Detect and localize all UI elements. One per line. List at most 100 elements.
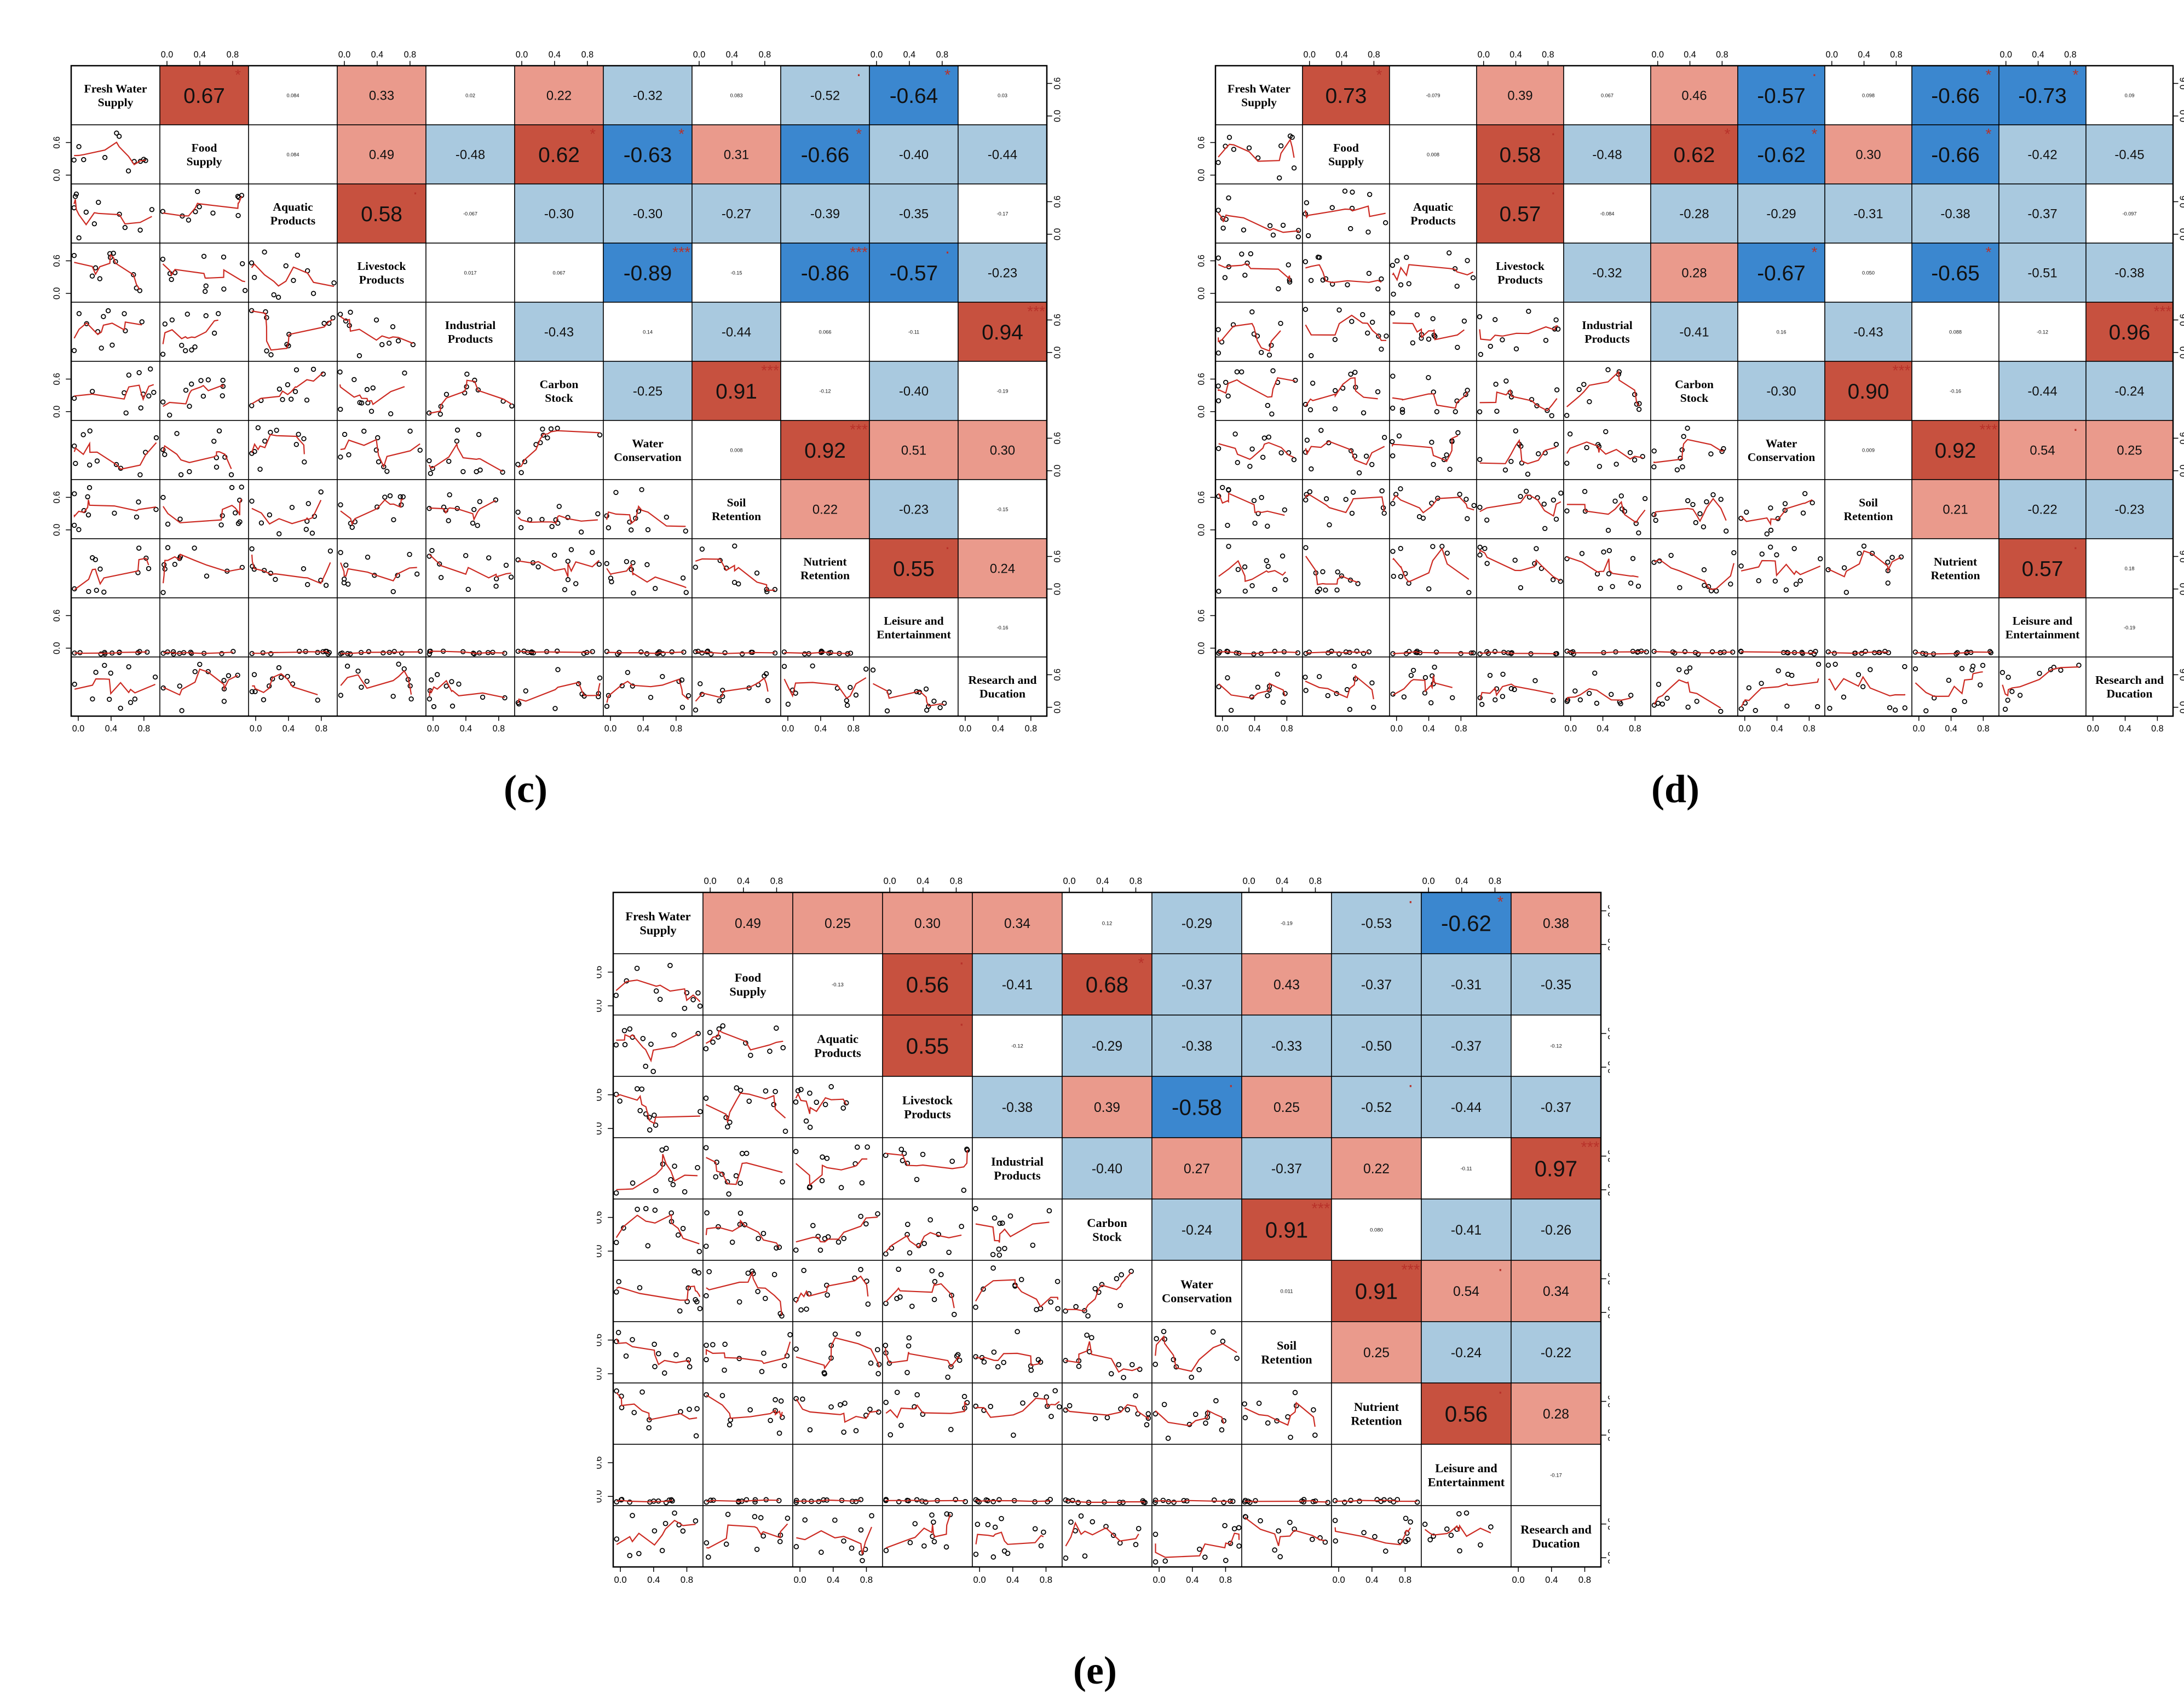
- scatter-point: [1116, 1362, 1122, 1368]
- scatter-point: [762, 1295, 768, 1301]
- scatter-point: [1365, 229, 1371, 235]
- scatter-point: [137, 288, 143, 293]
- corr-cell: -0.40: [1062, 1137, 1152, 1200]
- diag-cell: [248, 183, 338, 244]
- corr-cell: -0.66*: [1911, 124, 1999, 185]
- smooth-line: [163, 652, 233, 654]
- scatter-point: [301, 436, 307, 441]
- scatter-point: [1401, 694, 1407, 700]
- scatter-point: [710, 1342, 716, 1347]
- scatter-point: [870, 667, 876, 673]
- scatter-cell: [425, 479, 515, 539]
- scatter-cell: [882, 1505, 973, 1567]
- scatter-point: [652, 1364, 658, 1369]
- scatter-point: [684, 990, 690, 996]
- scatter-point: [765, 698, 771, 704]
- smooth-line: [616, 1033, 699, 1063]
- corr-tile: [958, 420, 1047, 480]
- scatter-point: [896, 1266, 901, 1272]
- scatter-point: [1482, 546, 1488, 551]
- smooth-line: [1915, 671, 1983, 698]
- scatter-point: [737, 1087, 744, 1093]
- scatter-point: [1902, 664, 1908, 670]
- scatter-point: [87, 462, 93, 468]
- scatter-point: [1318, 428, 1324, 433]
- corr-cell: -0.29: [1737, 183, 1825, 244]
- corr-value: 0.94: [982, 321, 1023, 344]
- corr-value: -0.37: [1182, 978, 1212, 993]
- significance-mark: *: [944, 66, 950, 83]
- tick-label: 0.0: [1606, 1061, 1610, 1074]
- corr-value: 0.066: [819, 329, 832, 335]
- corr-tile: [1998, 538, 2087, 598]
- corr-cell: 0.28: [1511, 1382, 1601, 1445]
- scatter-cell: [1215, 420, 1303, 480]
- scatter-point: [782, 1128, 788, 1134]
- scatter-point: [515, 557, 521, 563]
- scatter-point: [781, 664, 787, 669]
- scatter-point: [752, 1514, 758, 1519]
- scatter-point: [1724, 528, 1729, 534]
- scatter-point: [1492, 649, 1498, 654]
- corr-value: 0.39: [1507, 89, 1532, 103]
- corr-cell: -0.16: [1911, 361, 1999, 421]
- smooth-line: [340, 670, 412, 695]
- scatter-point: [1642, 495, 1648, 502]
- scatter-point: [1311, 1407, 1316, 1413]
- smooth-line: [73, 441, 157, 470]
- scatter-point: [635, 1206, 640, 1212]
- corr-cell: -0.30: [514, 183, 604, 244]
- corr-tile: [869, 479, 959, 539]
- scatter-point: [652, 1207, 658, 1213]
- tick-label: 0.4: [1335, 50, 1348, 60]
- scatter-point: [1391, 1499, 1397, 1505]
- corr-value: 0.49: [369, 148, 394, 163]
- scatter-point: [373, 317, 379, 323]
- scatter-point: [1119, 1272, 1124, 1278]
- scatter-point: [1513, 346, 1519, 351]
- significance-mark: ***: [1980, 421, 1998, 438]
- scatter-point: [643, 1063, 649, 1069]
- variable-label: Water: [632, 437, 664, 450]
- scatter-point: [289, 505, 295, 510]
- corr-value: -0.64: [890, 84, 938, 108]
- scatter-point: [216, 311, 221, 316]
- scatter-point: [946, 1249, 952, 1255]
- corr-tile: [1563, 124, 1651, 185]
- corr-value: -0.37: [1541, 1100, 1571, 1115]
- scatter-point: [2006, 675, 2011, 680]
- scatter-point: [1222, 1523, 1228, 1529]
- tick-label: 0.0: [161, 50, 174, 60]
- corr-cell: 0.46: [1650, 65, 1738, 125]
- scatter-cell: [1563, 597, 1651, 658]
- scatter-point: [694, 1406, 700, 1411]
- smooth-line: [796, 1217, 878, 1243]
- corr-cell: 0.34: [972, 892, 1063, 954]
- scatter-point: [680, 1528, 686, 1534]
- scatter-point: [1855, 672, 1862, 677]
- corr-cell: 0.22: [514, 65, 604, 125]
- scatter-point: [139, 319, 145, 325]
- scatter-point: [876, 1409, 881, 1415]
- scatter-cell: [613, 1260, 704, 1322]
- smooth-line: [872, 683, 944, 707]
- scatter-point: [1078, 1513, 1084, 1519]
- corr-cell: -0.40: [869, 124, 959, 185]
- scatter-point: [1398, 574, 1404, 579]
- scatter-point: [1558, 490, 1564, 496]
- scatter-point: [2076, 662, 2082, 668]
- significance-mark: ***: [1401, 1261, 1420, 1279]
- scatter-point: [860, 1558, 865, 1564]
- scatter-point: [249, 308, 255, 313]
- scatter-point: [112, 510, 117, 516]
- scatter-point: [137, 472, 143, 477]
- corr-value: 0.30: [914, 917, 941, 931]
- scatter-point: [981, 1359, 987, 1365]
- corr-cell: 0.16: [1737, 302, 1825, 362]
- scatter-point: [126, 664, 131, 670]
- scatter-point: [97, 276, 102, 281]
- corr-value: 0.38: [1543, 917, 1569, 931]
- scatter-point: [725, 1512, 731, 1517]
- smooth-line: [517, 682, 601, 704]
- smooth-line: [1305, 675, 1374, 700]
